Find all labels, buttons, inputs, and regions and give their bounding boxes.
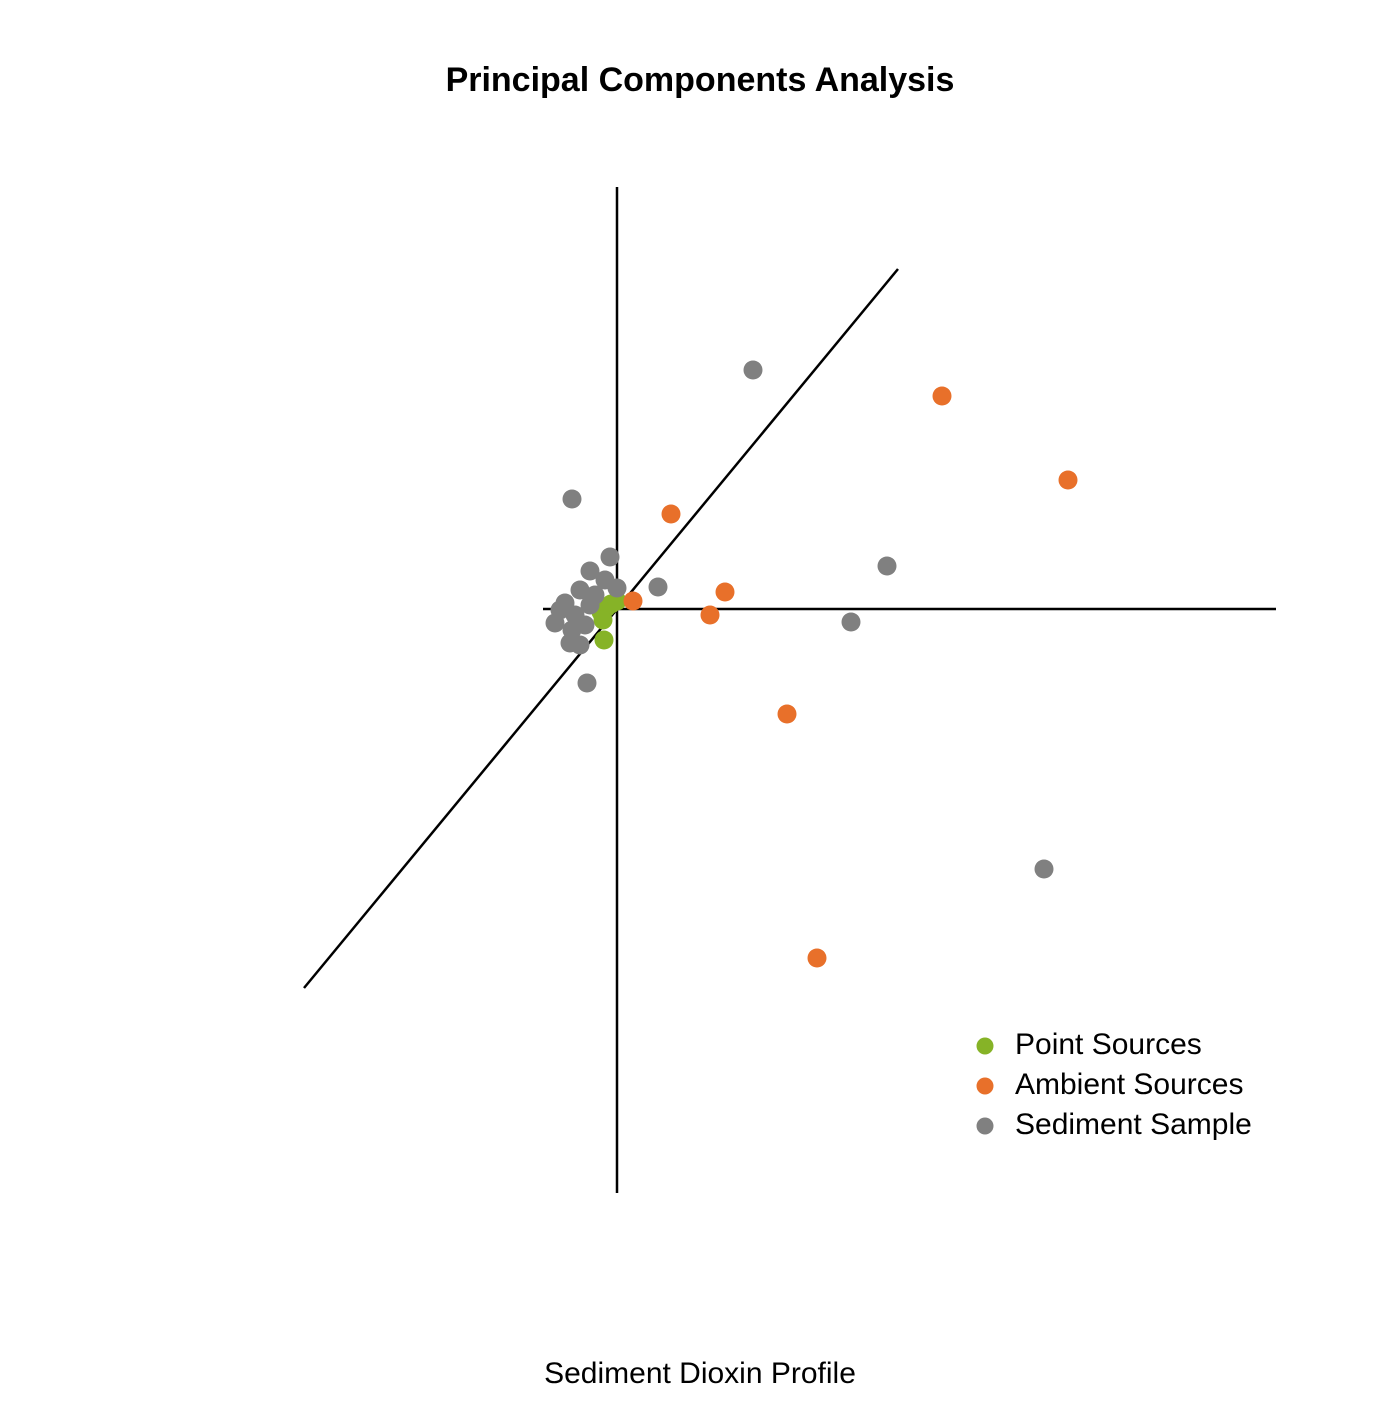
point [562, 620, 582, 640]
legend-label: Point Sources [1015, 1028, 1202, 1061]
point [743, 360, 763, 380]
point [623, 591, 643, 611]
point [648, 577, 668, 597]
point [661, 504, 681, 524]
point [570, 580, 590, 600]
legend-marker [976, 1077, 994, 1095]
point [1034, 859, 1054, 879]
point [570, 635, 590, 655]
point [877, 556, 897, 576]
point [550, 600, 570, 620]
point [715, 582, 735, 602]
legend-label: Sediment Sample [1015, 1108, 1252, 1141]
point [585, 585, 605, 605]
point [562, 489, 582, 509]
legend-marker [976, 1037, 994, 1055]
point [777, 704, 797, 724]
point [841, 612, 861, 632]
point [594, 630, 614, 650]
point [700, 605, 720, 625]
point [607, 578, 627, 598]
point [1058, 470, 1078, 490]
chart-title: Principal Components Analysis [446, 61, 955, 99]
point [593, 610, 613, 630]
point [600, 547, 620, 567]
x-axis-label: Sediment Dioxin Profile [544, 1357, 856, 1390]
point [807, 948, 827, 968]
legend-label: Ambient Sources [1015, 1068, 1243, 1101]
point [577, 673, 597, 693]
point [580, 561, 600, 581]
legend-marker [976, 1117, 994, 1135]
point [932, 386, 952, 406]
point [607, 591, 627, 611]
